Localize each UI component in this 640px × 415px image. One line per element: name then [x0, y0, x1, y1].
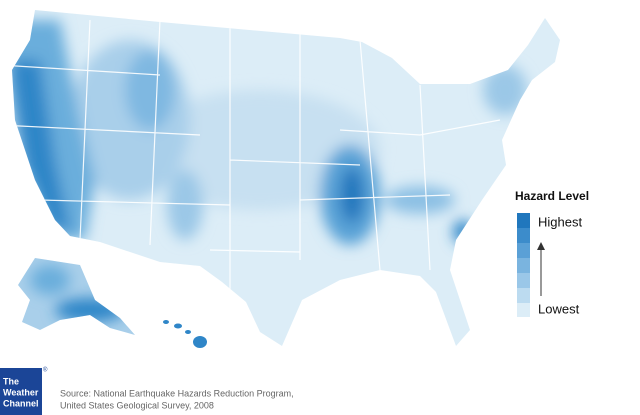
logo: The Weather Channel ®	[0, 367, 48, 415]
legend-swatch	[517, 288, 530, 303]
legend-low: Lowest	[538, 301, 580, 316]
logo-text: Weather	[3, 387, 39, 397]
logo-box	[0, 368, 42, 415]
legend-swatch	[517, 273, 530, 288]
legend-title: Hazard Level	[515, 189, 589, 203]
logo-mark: ®	[43, 367, 48, 374]
logo-text: Channel	[3, 398, 39, 408]
logo-text: The	[3, 376, 19, 386]
legend-swatch	[517, 258, 530, 273]
legend-swatch	[517, 303, 530, 317]
legend-swatch	[517, 228, 530, 243]
legend-swatch	[517, 213, 530, 228]
legend: Hazard Level Highest Lowest	[515, 189, 589, 317]
source-text: United States Geological Survey, 2008	[60, 400, 214, 410]
source-text: Source: National Earthquake Hazards Redu…	[60, 388, 294, 398]
legend-arrowhead	[537, 242, 545, 250]
source: Source: National Earthquake Hazards Redu…	[60, 388, 294, 410]
legend-swatch	[517, 243, 530, 258]
map	[12, 10, 560, 348]
legend-high: Highest	[538, 214, 582, 229]
